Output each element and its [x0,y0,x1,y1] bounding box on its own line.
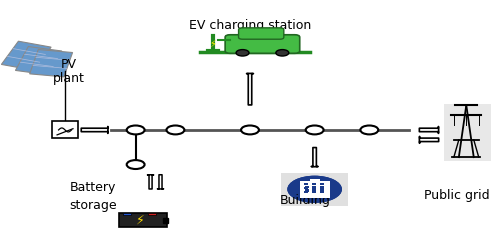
Circle shape [236,50,249,56]
Bar [304,191,308,193]
Bar [320,186,324,188]
FancyBboxPatch shape [282,173,348,206]
Bar [300,181,328,198]
Bar [30,50,72,77]
FancyBboxPatch shape [119,213,167,227]
Text: PV: PV [60,58,76,70]
Circle shape [126,126,144,134]
Circle shape [360,126,378,134]
Bar [7,56,40,62]
Circle shape [241,126,259,134]
Bar [312,183,316,185]
Circle shape [126,160,144,169]
Bar [32,65,67,69]
Bar [304,187,308,189]
FancyBboxPatch shape [238,28,284,39]
Text: storage: storage [70,198,117,211]
Bar [320,189,324,192]
Bar [312,191,316,193]
Circle shape [166,126,184,134]
Bar [148,213,156,215]
Bar [320,183,324,185]
FancyBboxPatch shape [225,35,300,53]
Bar [304,186,308,188]
Text: Building: Building [280,194,330,207]
Bar [12,48,46,55]
Text: Battery: Battery [70,181,116,194]
Bar [304,183,308,185]
Bar [304,189,308,192]
Bar [24,54,58,59]
Text: plant: plant [52,72,84,86]
Bar [16,46,62,75]
Bar [123,213,130,215]
Bar [312,186,316,188]
FancyBboxPatch shape [444,104,491,161]
Text: ⚡: ⚡ [136,214,145,227]
Bar [36,57,70,61]
Bar [312,187,316,189]
Circle shape [276,50,289,56]
Circle shape [306,126,324,134]
Bar [320,187,324,189]
Text: EV charging station: EV charging station [189,19,311,32]
Text: Public grid: Public grid [424,189,489,202]
Circle shape [288,176,342,203]
Bar [312,189,316,192]
Bar [300,180,330,198]
FancyBboxPatch shape [52,122,78,138]
Bar [310,180,320,182]
Bar [20,62,54,67]
Bar [2,41,51,70]
Bar [163,218,168,223]
Circle shape [288,176,342,203]
Bar [320,191,324,193]
Text: ⚡: ⚡ [210,38,216,48]
